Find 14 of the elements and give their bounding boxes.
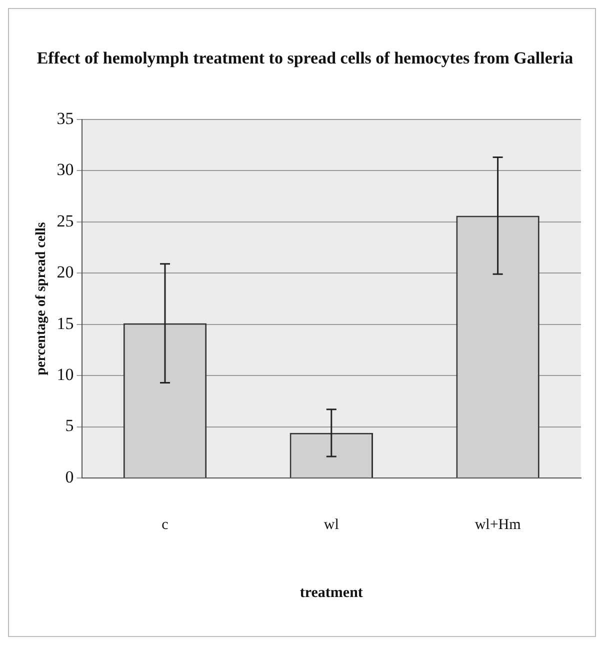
y-tick-label: 25 bbox=[56, 211, 74, 230]
y-axis-title: percentage of spread cells bbox=[34, 222, 50, 376]
y-tick-label: 35 bbox=[56, 108, 74, 128]
x-tick-label: c bbox=[162, 516, 169, 533]
y-tick-label: 0 bbox=[65, 467, 74, 486]
y-tick-label: 10 bbox=[56, 365, 74, 384]
y-tick-label: 15 bbox=[56, 314, 74, 333]
x-tick-label: wl+Hm bbox=[474, 516, 522, 533]
x-axis-title: treatment bbox=[300, 584, 363, 601]
chart-title: Effect of hemolymph treatment to spread cells of hemocytes from Galleria bbox=[36, 48, 574, 68]
y-tick-label: 20 bbox=[56, 262, 74, 282]
y-tick-label: 5 bbox=[65, 416, 74, 436]
x-tick-label: wl bbox=[324, 516, 339, 533]
y-tick-label: 30 bbox=[56, 160, 74, 180]
